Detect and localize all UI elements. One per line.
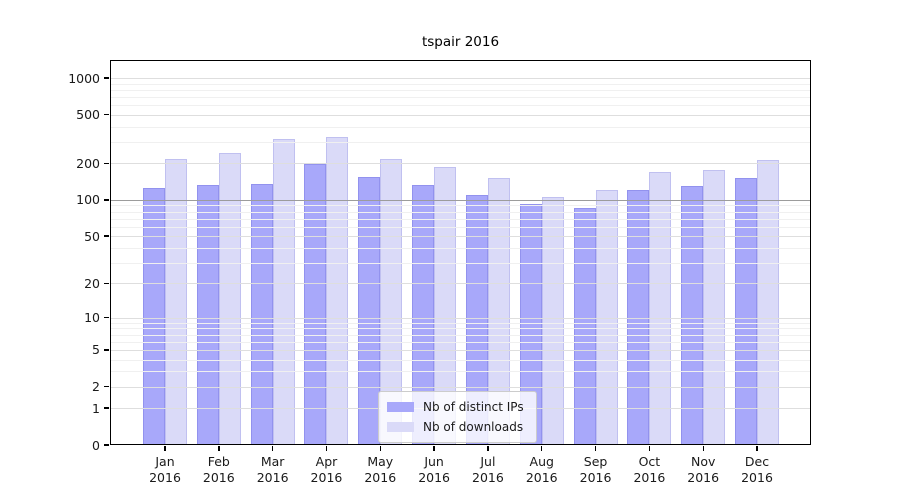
bar-distinct-ips xyxy=(358,176,381,445)
gridline-major xyxy=(111,317,810,319)
gridline-minor xyxy=(111,211,810,213)
y-tick xyxy=(104,282,109,284)
y-tick xyxy=(104,316,109,319)
gridline-major xyxy=(111,114,810,116)
gridline-minor xyxy=(111,96,810,98)
bar-downloads xyxy=(649,171,672,445)
gridline-minor xyxy=(111,371,810,373)
bar-distinct-ips xyxy=(250,184,273,445)
x-tick-label: Sep 2016 xyxy=(579,454,612,485)
x-tick-label: Jan 2016 xyxy=(149,454,181,485)
y-tick xyxy=(104,199,109,201)
gridline-major xyxy=(111,163,810,165)
x-tick xyxy=(433,446,435,451)
x-tick xyxy=(594,446,597,451)
y-tick xyxy=(104,407,109,409)
x-tick xyxy=(756,446,758,451)
y-tick xyxy=(104,235,109,237)
gridline-major xyxy=(111,236,810,238)
x-tick-label: Nov 2016 xyxy=(687,454,720,485)
x-tick-label: Mar 2016 xyxy=(256,454,289,485)
gridline-major xyxy=(111,349,810,351)
y-tick-label: 200 xyxy=(76,155,100,171)
x-tick-label: May 2016 xyxy=(364,454,397,485)
y-tick-label: 500 xyxy=(76,107,100,123)
gridline-minor xyxy=(111,205,810,207)
bar-downloads xyxy=(326,137,349,445)
bar-distinct-ips xyxy=(196,185,219,445)
y-tick-label: 2 xyxy=(92,379,100,395)
legend-label-distinct-ips: Nb of distinct IPs xyxy=(423,400,524,414)
y-tick-label: 50 xyxy=(84,228,100,244)
x-tick xyxy=(164,446,166,451)
gridline-minor xyxy=(111,334,810,336)
legend-swatch-distinct-ips xyxy=(387,402,414,412)
legend: Nb of distinct IPs Nb of downloads xyxy=(378,391,537,443)
y-tick-label: 0 xyxy=(92,437,100,453)
x-tick-label: Jul 2016 xyxy=(472,454,504,485)
gridline-minor xyxy=(111,105,810,107)
y-tick-label: 100 xyxy=(76,192,100,208)
gridline-major xyxy=(111,78,810,79)
x-tick-label: Apr 2016 xyxy=(310,454,343,485)
gridline-minor xyxy=(111,126,810,128)
y-tick xyxy=(104,349,109,351)
y-tick-label: 1000 xyxy=(68,70,100,86)
gridline-minor xyxy=(111,341,810,343)
gridline-minor xyxy=(111,89,810,91)
gridline-minor xyxy=(111,322,810,324)
bar-distinct-ips xyxy=(681,186,704,445)
gridline-minor xyxy=(111,226,810,228)
legend-label-downloads: Nb of downloads xyxy=(423,420,524,434)
gridline-minor xyxy=(111,262,810,264)
gridline-major xyxy=(111,283,810,285)
y-tick xyxy=(104,385,109,388)
legend-item-distinct-ips: Nb of distinct IPs xyxy=(387,397,524,417)
x-tick-label: Dec 2016 xyxy=(741,454,773,485)
y-tick xyxy=(104,444,109,446)
x-tick xyxy=(218,446,220,451)
x-tick xyxy=(541,446,543,451)
x-tick xyxy=(487,446,489,451)
gridline-minor xyxy=(111,247,810,249)
gridline-minor xyxy=(111,218,810,220)
bar-downloads xyxy=(218,152,241,445)
bar-downloads xyxy=(165,158,187,445)
bar-downloads xyxy=(272,139,295,445)
y-tick xyxy=(104,162,109,164)
x-tick-label: Jun 2016 xyxy=(418,454,450,485)
y-tick-label: 1 xyxy=(92,400,100,416)
y-tick xyxy=(104,77,109,79)
x-tick xyxy=(325,446,328,451)
gridline-minor xyxy=(111,328,810,330)
legend-item-downloads: Nb of downloads xyxy=(387,417,524,437)
gridline-minor xyxy=(111,359,810,361)
gridline-minor xyxy=(111,83,810,85)
x-tick xyxy=(271,446,274,451)
y-tick-label: 5 xyxy=(92,342,100,358)
y-tick xyxy=(104,114,109,116)
x-tick xyxy=(379,446,381,451)
gridline-minor xyxy=(111,141,810,143)
gridline-major xyxy=(111,386,810,388)
x-tick-label: Oct 2016 xyxy=(633,454,666,485)
x-tick xyxy=(648,446,651,451)
x-tick xyxy=(702,446,704,451)
legend-swatch-downloads xyxy=(387,422,414,432)
x-tick-label: Feb 2016 xyxy=(202,454,235,485)
bar-downloads xyxy=(757,160,780,445)
y-tick-label: 20 xyxy=(84,275,100,291)
gridline-major xyxy=(111,199,810,201)
bar-distinct-ips xyxy=(573,207,596,445)
x-tick-label: Aug 2016 xyxy=(525,454,558,485)
chart-title: tspair 2016 xyxy=(421,34,500,50)
y-tick-label: 10 xyxy=(84,310,100,326)
